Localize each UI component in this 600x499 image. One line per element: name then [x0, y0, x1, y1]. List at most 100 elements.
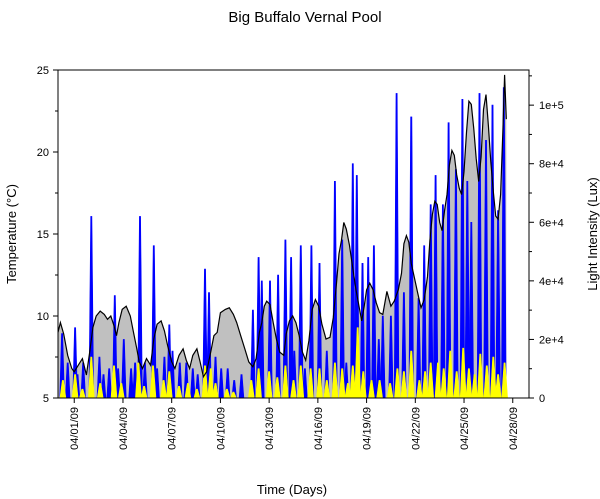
- light-peak: [365, 257, 371, 398]
- secondary-peak: [354, 327, 362, 398]
- secondary-peak: [207, 368, 215, 398]
- y2-tick-label: 1e+5: [539, 100, 564, 112]
- light-peak: [489, 104, 496, 398]
- secondary-peak: [453, 371, 461, 398]
- y2-tick-label: 8e+4: [539, 159, 564, 171]
- light-peak: [350, 163, 356, 398]
- secondary-peak: [501, 362, 508, 398]
- light-peak: [106, 368, 112, 398]
- light-peak: [282, 239, 289, 398]
- light-peak: [267, 280, 273, 398]
- secondary-peak: [446, 350, 454, 398]
- secondary-peak: [476, 353, 484, 398]
- light-peak: [440, 204, 446, 398]
- light-peak: [128, 368, 134, 398]
- light-peak: [427, 204, 434, 398]
- secondary-peak: [416, 380, 423, 398]
- light-peak: [275, 274, 281, 398]
- secondary-peak: [175, 386, 183, 398]
- secondary-peak: [290, 380, 297, 398]
- x-tick-label: 04/01/09: [69, 407, 81, 450]
- secondary-peak: [471, 374, 478, 398]
- light-peak: [190, 368, 196, 398]
- secondary-peak: [494, 374, 502, 398]
- light-peak: [445, 122, 452, 398]
- light-peak: [238, 374, 245, 398]
- secondary-peak: [79, 388, 86, 398]
- light-peak: [332, 181, 338, 398]
- secondary-peak: [165, 371, 173, 398]
- secondary-peak: [323, 380, 331, 398]
- light-peak: [483, 140, 489, 398]
- y-tick-label: 10: [37, 311, 49, 323]
- secondary-peak: [265, 371, 273, 398]
- x-tick-label: 04/13/09: [264, 407, 276, 450]
- light-peak: [64, 362, 71, 398]
- secondary-peak: [400, 371, 408, 398]
- x-axis-label: Time (Days): [257, 482, 327, 497]
- secondary-peak: [316, 368, 323, 398]
- x-tick-label: 04/28/09: [508, 407, 520, 450]
- temperature-area: [58, 74, 507, 398]
- secondary-peak: [434, 362, 442, 398]
- secondary-peak: [282, 365, 289, 398]
- secondary-peak: [440, 368, 448, 398]
- y-tick-label: 5: [43, 393, 49, 405]
- secondary-peak: [117, 383, 125, 398]
- light-peak: [298, 245, 304, 398]
- y-tick-label: 25: [37, 65, 49, 77]
- y2-tick-label: 2e+4: [539, 334, 564, 346]
- y-axis-label: Temperature (°C): [4, 184, 19, 284]
- secondary-peak: [247, 380, 255, 398]
- light-peak: [359, 263, 366, 398]
- x-tick-label: 04/19/09: [362, 407, 374, 450]
- secondary-peak: [184, 383, 192, 398]
- light-peak: [202, 268, 208, 398]
- secondary-peak: [96, 383, 104, 398]
- secondary-peak: [421, 371, 429, 398]
- y2-tick-label: 4e+4: [539, 276, 564, 288]
- light-peak: [421, 245, 427, 398]
- light-peak: [154, 368, 160, 398]
- secondary-peak: [376, 380, 383, 398]
- light-peak: [316, 263, 323, 398]
- light-peak: [459, 99, 466, 398]
- x-tick-label: 04/07/09: [167, 407, 179, 450]
- chart-title: Big Buffalo Vernal Pool: [228, 9, 381, 26]
- secondary-peak: [407, 350, 415, 398]
- light-peak: [408, 116, 414, 398]
- secondary-peak: [193, 388, 201, 398]
- light-peak: [121, 339, 127, 398]
- secondary-peak: [465, 368, 473, 398]
- secondary-peak: [386, 383, 394, 398]
- x-tick-label: 04/22/09: [410, 407, 422, 450]
- secondary-peak: [331, 362, 339, 398]
- secondary-peak: [160, 380, 167, 398]
- secondary-peak: [149, 365, 157, 398]
- light-peak: [371, 245, 377, 398]
- light-peak: [464, 181, 471, 398]
- light-peak: [476, 93, 483, 398]
- secondary-peak: [87, 356, 95, 398]
- x-tick-label: 04/25/09: [459, 407, 471, 450]
- secondary-peak: [459, 347, 467, 398]
- light-peak: [393, 93, 400, 398]
- secondary-peak: [212, 383, 219, 398]
- secondary-peak: [230, 391, 237, 398]
- light-peak: [339, 239, 345, 398]
- light-peak: [401, 292, 407, 398]
- secondary-peak: [255, 368, 262, 398]
- light-peak: [218, 368, 224, 398]
- secondary-peak: [344, 383, 352, 398]
- secondary-peak: [71, 374, 79, 398]
- secondary-peak: [489, 356, 497, 398]
- secondary-peak: [297, 365, 305, 398]
- y2-tick-label: 6e+4: [539, 217, 564, 229]
- secondary-peak: [368, 380, 375, 398]
- secondary-peak: [307, 368, 314, 398]
- secondary-peak: [338, 368, 346, 398]
- light-peak: [288, 257, 294, 398]
- x-tick-label: 04/10/09: [215, 407, 227, 450]
- y2-axis-label: Light Intensity (Lux): [585, 177, 600, 290]
